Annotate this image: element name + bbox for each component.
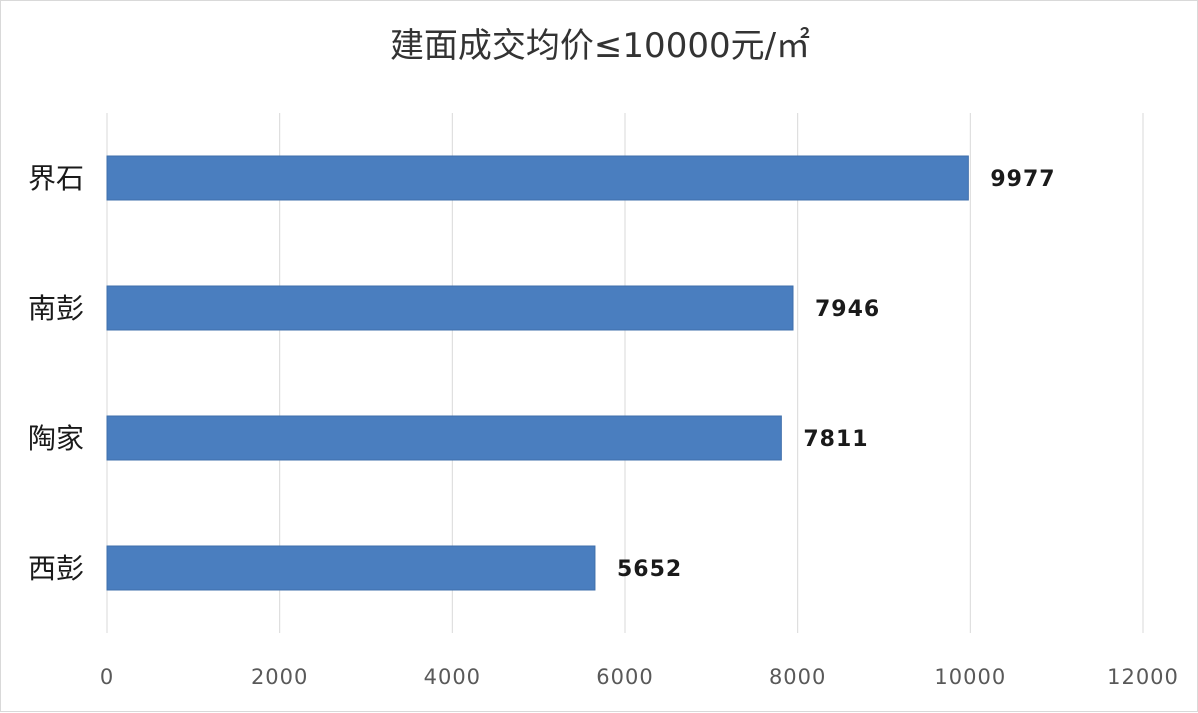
x-tick-label: 8000: [769, 665, 826, 689]
x-tick-label: 4000: [424, 665, 481, 689]
category-label: 西彭: [28, 552, 84, 585]
x-tick-label: 6000: [596, 665, 653, 689]
value-label: 5652: [617, 557, 682, 582]
x-tick-label: 10000: [934, 665, 1006, 689]
bars: [106, 155, 969, 591]
chart-title: 建面成交均价≤10000元/㎡: [390, 26, 810, 66]
bar-1: [106, 155, 969, 201]
value-label: 7946: [815, 297, 880, 322]
x-tick-label: 0: [100, 665, 114, 689]
x-tick-label: 12000: [1107, 665, 1179, 689]
x-tick-label: 2000: [251, 665, 308, 689]
bar-2: [106, 285, 794, 331]
value-label: 7811: [803, 427, 868, 452]
value-labels: 9977 7946 7811 5652: [617, 167, 1055, 582]
category-label: 界石: [28, 162, 84, 195]
value-label: 9977: [990, 167, 1055, 192]
category-label: 陶家: [28, 422, 84, 455]
x-axis-tick-labels: 0 2000 4000 6000 8000 10000 12000: [100, 665, 1179, 689]
bar-4: [106, 545, 596, 591]
category-label: 南彭: [28, 292, 84, 325]
bar-3: [106, 415, 782, 461]
